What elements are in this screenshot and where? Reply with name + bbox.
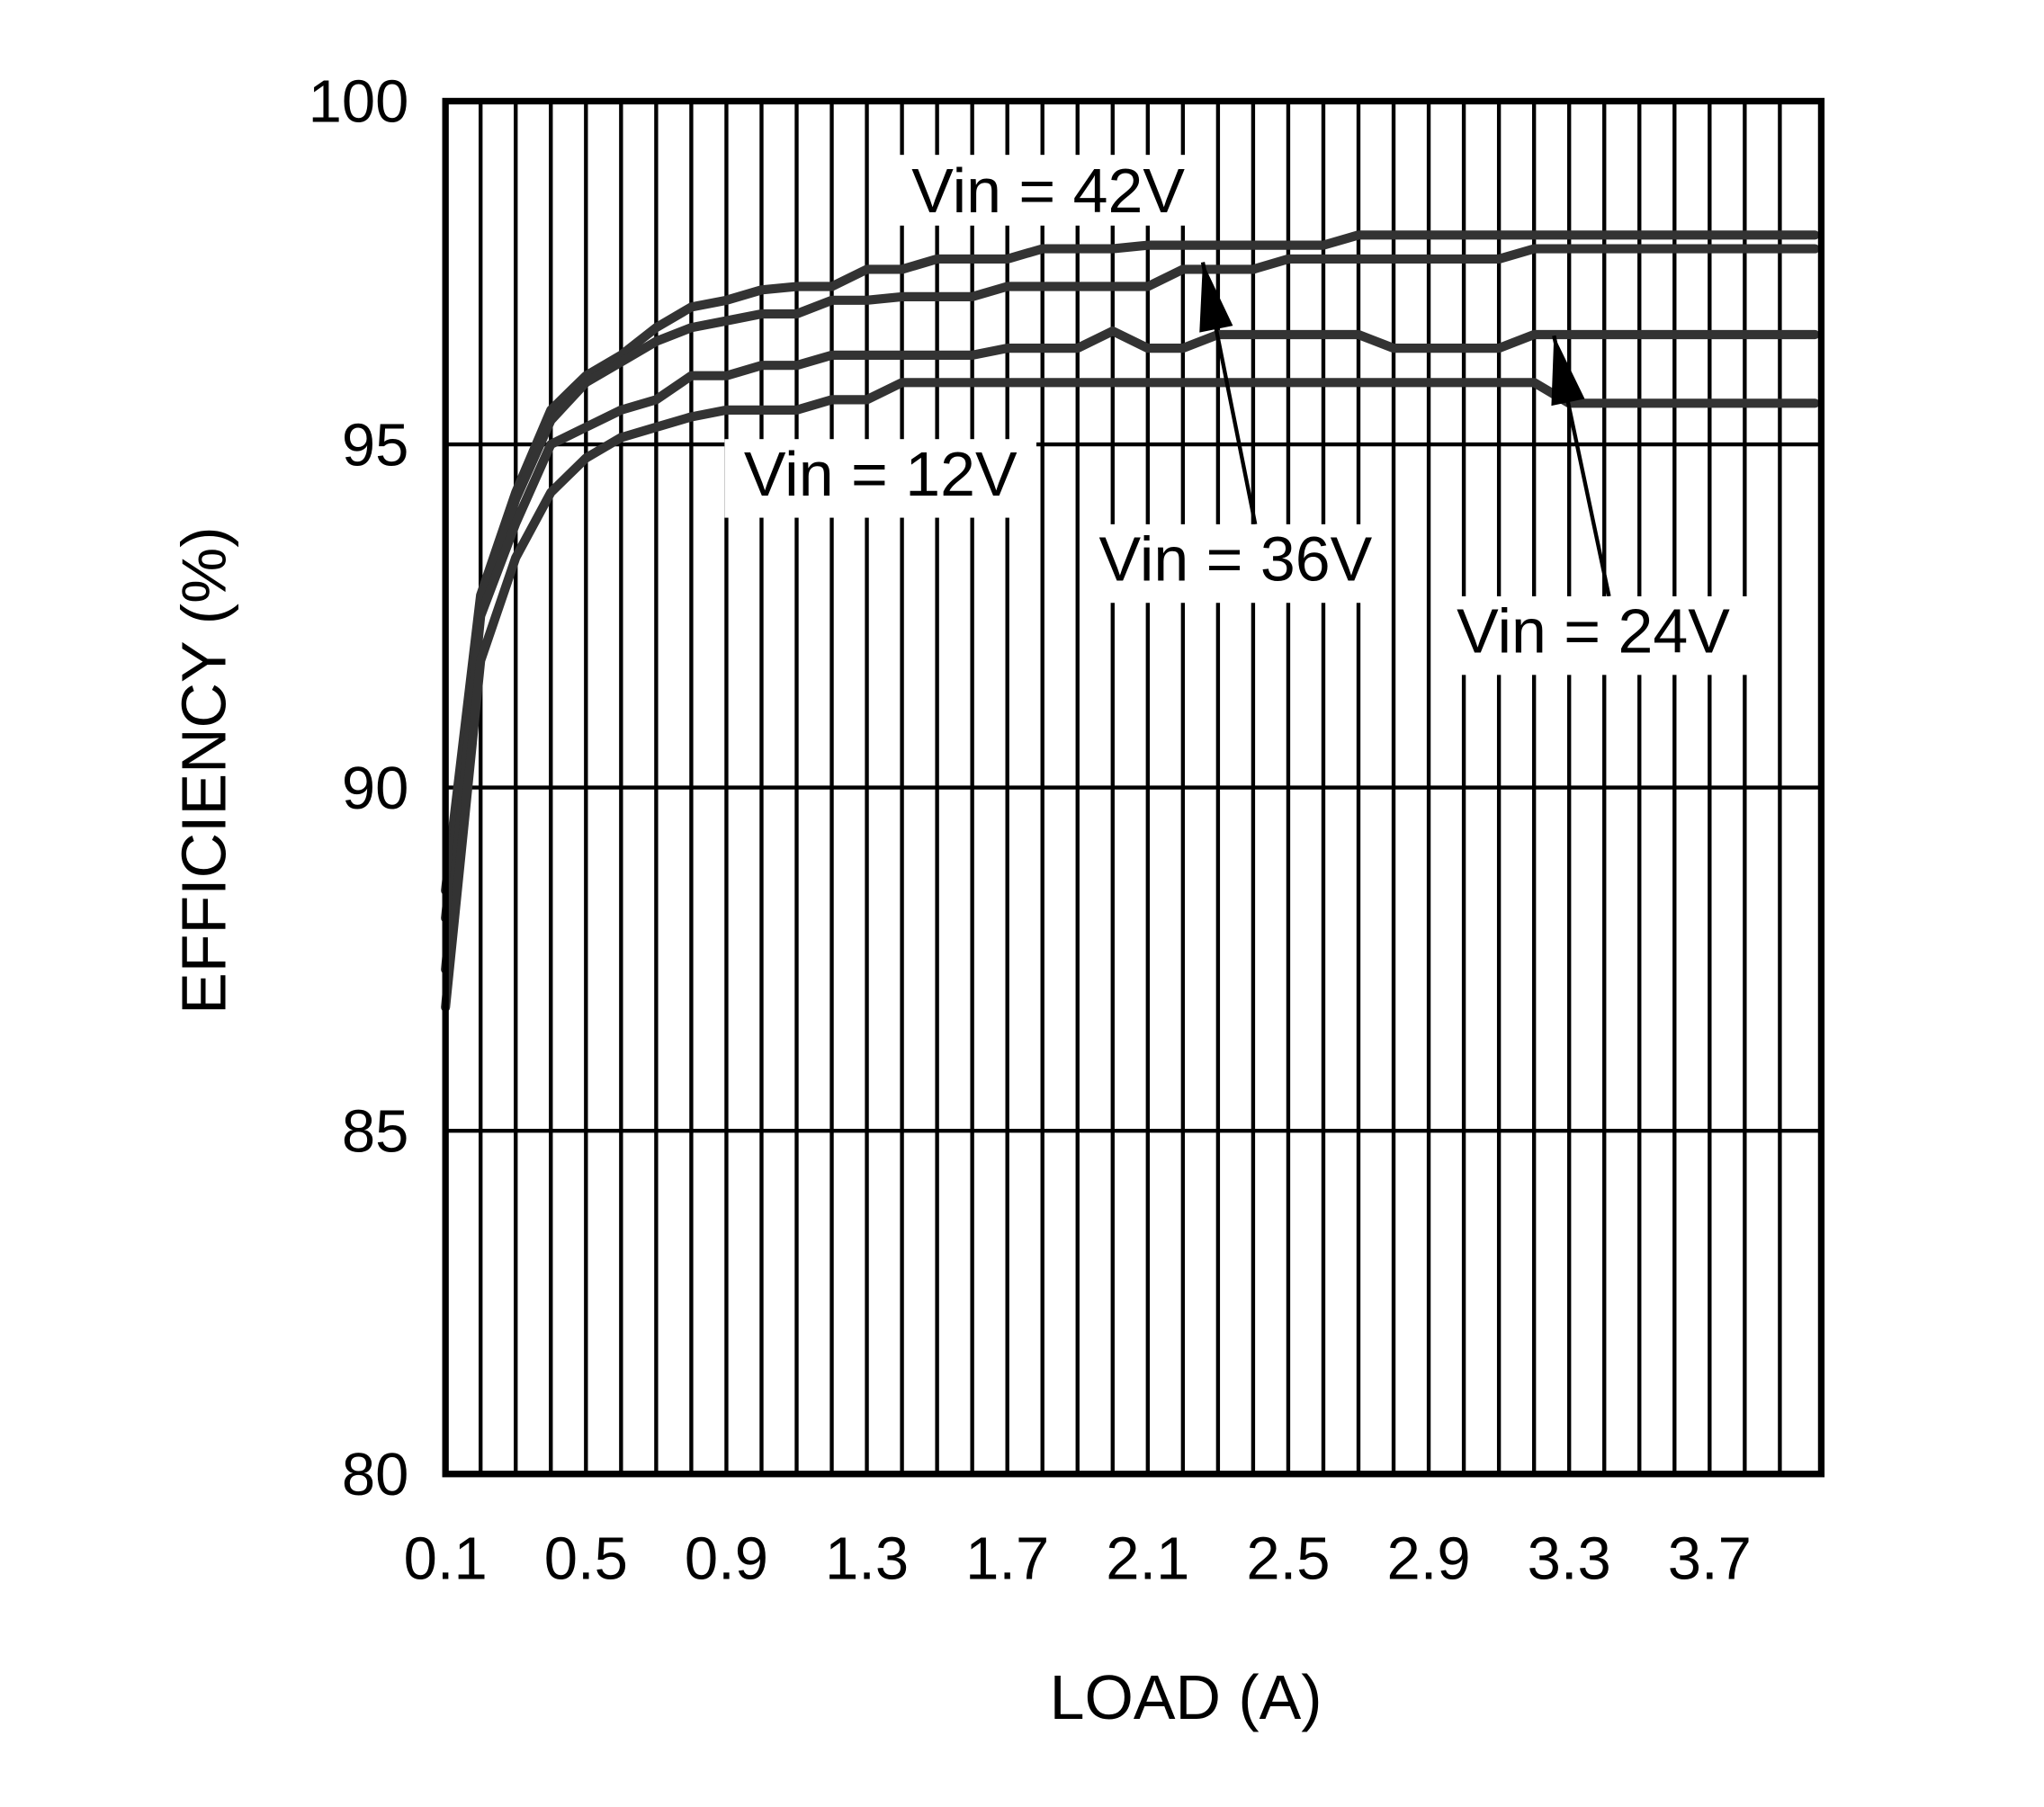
y-tick-label: 100 — [309, 68, 409, 136]
series-line-vin-42v — [441, 230, 1820, 896]
series-line-vin-12v — [441, 378, 1820, 1012]
x-tick-label: 3.7 — [1668, 1525, 1752, 1592]
annotation-box — [894, 155, 1205, 226]
y-tick-label: 85 — [342, 1097, 409, 1165]
x-axis-label: LOAD (A) — [1050, 1662, 1322, 1732]
x-tick-label: 0.1 — [404, 1525, 488, 1592]
tick-labels: 80 85 90 95 100 0.1 0.5 0.9 1.3 1.7 2.1 2.5 2.9 3.3 3.… — [309, 68, 1752, 1593]
y-axis-label: EFFICIENCY (%) — [169, 527, 239, 1015]
y-tick-label: 90 — [342, 755, 409, 822]
series-lines — [441, 230, 1820, 1012]
x-tick-label: 2.9 — [1387, 1525, 1471, 1592]
arrow-36v-head — [1199, 262, 1233, 333]
x-tick-label: 2.1 — [1106, 1525, 1189, 1592]
x-tick-label: 0.9 — [685, 1525, 768, 1592]
y-tick-label: 95 — [342, 411, 409, 479]
annotations: Vin = 42V Vin = 12V Vin = 36V Vin = 24V — [724, 155, 1750, 675]
annotation-box — [1080, 523, 1391, 604]
x-tick-label: 3.3 — [1528, 1525, 1611, 1592]
x-tick-label: 0.5 — [544, 1525, 628, 1592]
annotation-box — [724, 439, 1037, 518]
y-tick-label: 80 — [342, 1441, 409, 1508]
grid — [445, 101, 1822, 1474]
annotation-label: Vin = 12V — [744, 439, 1018, 509]
x-tick-label: 1.7 — [965, 1525, 1049, 1592]
plot-border — [442, 97, 1825, 1478]
annotation-label: Vin = 42V — [911, 156, 1185, 226]
arrow-24v-head — [1551, 335, 1585, 407]
x-tick-label: 1.3 — [825, 1525, 909, 1592]
series-line-vin-24v — [441, 326, 1820, 975]
plot-frame — [442, 97, 1825, 1478]
annotation-label: Vin = 24V — [1457, 596, 1730, 666]
annotation-box — [1437, 595, 1750, 675]
x-tick-label: 2.5 — [1246, 1525, 1330, 1592]
annotation-label: Vin = 36V — [1099, 523, 1373, 594]
series-line-vin-36v — [441, 244, 1820, 923]
